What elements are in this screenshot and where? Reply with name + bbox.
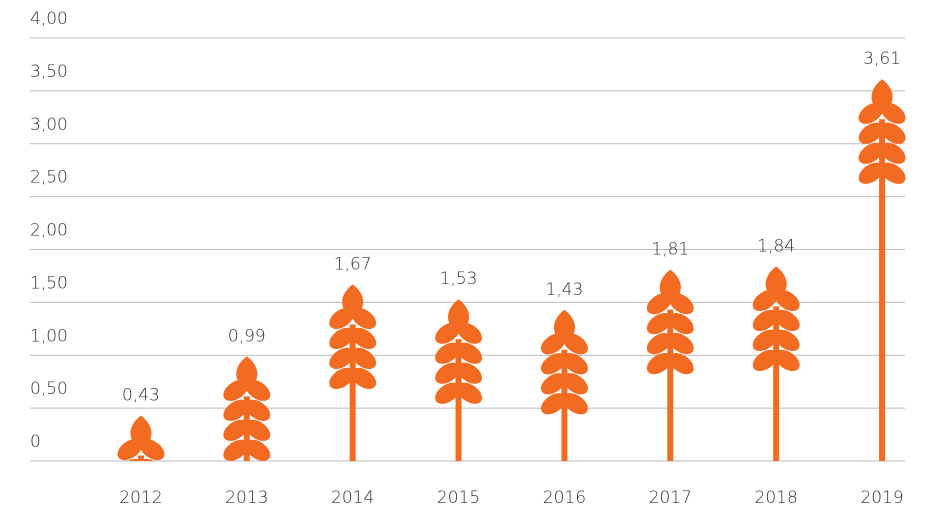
wheat-bar xyxy=(540,309,588,461)
wheat-leaf xyxy=(245,419,271,441)
y-tick-label: 3,00 xyxy=(30,115,68,135)
wheat-stem xyxy=(349,324,356,461)
wheat-leaf xyxy=(435,322,461,344)
wheat-leaf xyxy=(329,367,355,390)
value-label: 1,43 xyxy=(546,280,584,300)
x-tick-label: 2012 xyxy=(119,488,162,508)
wheat-leaf xyxy=(351,327,377,350)
wheat-leaf xyxy=(752,329,778,352)
wheat-leaf xyxy=(774,329,800,352)
value-label: 1,81 xyxy=(651,240,689,260)
y-tick-label: 4,00 xyxy=(30,9,68,29)
wheat-leaf xyxy=(435,362,461,384)
y-tick-label: 2,50 xyxy=(30,168,68,188)
wheat-leaf xyxy=(223,419,249,441)
wheat-leaf xyxy=(646,312,672,335)
wheat-leaf xyxy=(880,102,906,124)
wheat-leaf xyxy=(223,379,249,401)
wheat-leaf xyxy=(668,312,694,335)
wheat-leaf xyxy=(858,122,884,144)
value-label: 1,67 xyxy=(334,254,372,274)
value-label: 1,84 xyxy=(757,236,795,256)
x-tick-label: 2016 xyxy=(543,488,586,508)
wheat-leaf xyxy=(245,399,271,421)
wheat-leaf xyxy=(774,309,800,332)
x-tick-label: 2013 xyxy=(225,488,268,508)
wheat-leaf xyxy=(752,289,778,312)
wheat-leaf xyxy=(858,102,884,124)
wheat-leaf xyxy=(668,292,694,315)
wheat-leaf xyxy=(245,379,271,401)
wheat-leaf xyxy=(668,332,694,355)
wheat-leaf xyxy=(351,367,377,390)
wheat-leaf xyxy=(223,399,249,421)
wheat-leaf xyxy=(457,362,483,384)
wheat-leaf xyxy=(774,349,800,372)
wheat-leaf xyxy=(646,352,672,375)
wheat-leaf xyxy=(540,393,566,415)
wheat-bar xyxy=(117,415,165,461)
y-tick-label: 0 xyxy=(30,432,41,452)
wheat-leaf xyxy=(245,439,271,461)
wheat-leaf xyxy=(540,333,566,355)
wheat-leaf xyxy=(646,292,672,315)
wheat-leaf xyxy=(562,393,588,415)
wheat-leaf xyxy=(562,353,588,375)
wheat-leaf xyxy=(880,122,906,144)
wheat-leaf xyxy=(774,289,800,312)
y-tick-label: 3,50 xyxy=(30,62,68,82)
x-tick-label: 2018 xyxy=(755,488,798,508)
wheat-leaf xyxy=(117,438,143,461)
wheat-stem xyxy=(561,349,568,461)
wheat-leaf xyxy=(139,438,165,461)
y-tick-label: 1,00 xyxy=(30,326,68,346)
wheat-stem xyxy=(455,339,462,461)
wheat-stem xyxy=(667,309,674,461)
wheat-leaf xyxy=(329,307,355,330)
value-label: 3,61 xyxy=(863,49,901,69)
wheat-leaf xyxy=(668,352,694,375)
wheat-stem xyxy=(137,455,144,461)
wheat-leaf xyxy=(646,332,672,355)
wheat-leaf xyxy=(457,322,483,344)
wheat-leaf xyxy=(540,373,566,395)
wheat-leaf xyxy=(540,353,566,375)
wheat-leaf xyxy=(752,349,778,372)
wheat-leaf xyxy=(858,142,884,164)
wheat-leaf xyxy=(562,333,588,355)
wheat-leaf xyxy=(752,309,778,332)
x-tick-label: 2019 xyxy=(860,488,903,508)
wheat-leaf xyxy=(457,342,483,364)
wheat-stem xyxy=(773,306,780,461)
wheat-leaf xyxy=(329,327,355,350)
x-tick-label: 2014 xyxy=(331,488,374,508)
wheat-leaf xyxy=(351,307,377,330)
wheat-leaf xyxy=(457,382,483,404)
y-tick-label: 0,50 xyxy=(30,379,68,399)
wheat-leaf xyxy=(562,373,588,395)
wheat-leaf xyxy=(435,342,461,364)
wheat-bar xyxy=(223,356,271,461)
wheat-bar xyxy=(752,266,800,461)
wheat-bar xyxy=(329,284,377,461)
wheat-bar xyxy=(435,299,483,461)
wheat-leaf xyxy=(351,347,377,370)
value-label: 0,43 xyxy=(122,386,160,406)
wheat-stem xyxy=(879,119,886,461)
wheat-leaf xyxy=(880,142,906,164)
x-tick-label: 2017 xyxy=(649,488,692,508)
y-tick-label: 1,50 xyxy=(30,273,68,293)
wheat-leaf xyxy=(223,439,249,461)
wheat-leaf xyxy=(435,382,461,404)
wheat-bar xyxy=(858,79,906,461)
wheat-bar xyxy=(646,269,694,461)
value-label: 0,99 xyxy=(228,326,266,346)
wheat-leaf xyxy=(329,347,355,370)
x-tick-label: 2015 xyxy=(437,488,480,508)
value-label: 1,53 xyxy=(440,269,478,289)
wheat-leaf xyxy=(858,162,884,184)
y-tick-label: 2,00 xyxy=(30,221,68,241)
wheat-leaf xyxy=(880,162,906,184)
